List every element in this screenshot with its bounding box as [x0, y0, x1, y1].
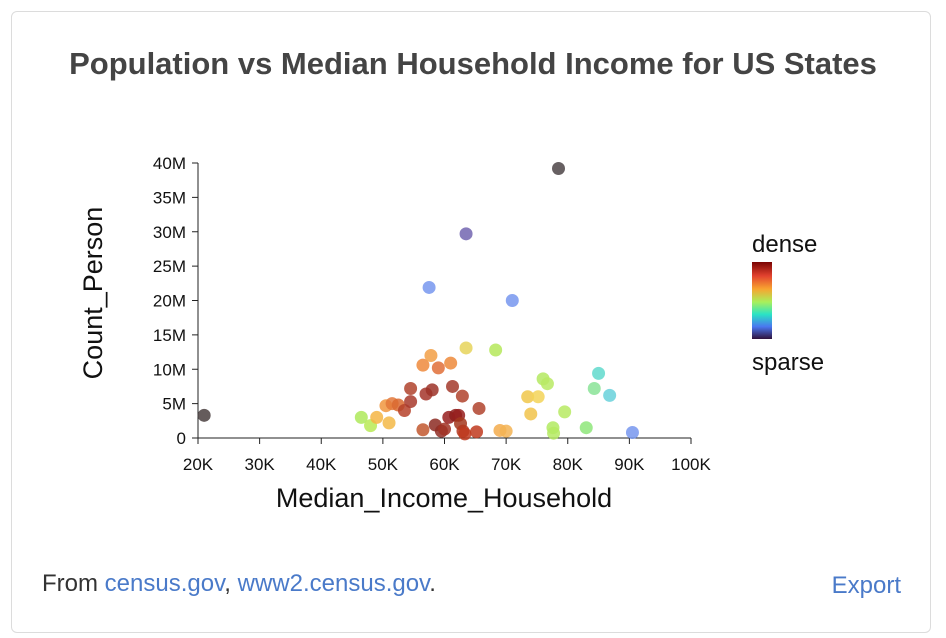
x-tick-label: 90K: [614, 455, 645, 474]
data-point[interactable]: [382, 416, 396, 430]
x-tick-label: 60K: [429, 455, 460, 474]
y-tick-label: 25M: [153, 257, 186, 276]
data-point[interactable]: [431, 361, 445, 375]
y-tick-label: 20M: [153, 292, 186, 311]
data-point[interactable]: [424, 349, 438, 362]
data-point[interactable]: [422, 280, 436, 294]
axes: 20K 30K 40K 50K 60K 70K 80K 90K 100K 0 5M 10M 15M 20M…: [153, 154, 712, 474]
data-point[interactable]: [587, 382, 601, 395]
source-sep: ,: [224, 570, 238, 597]
export-link[interactable]: Export: [831, 572, 901, 599]
y-tick-label: 0: [177, 429, 186, 448]
source-prefix: From: [42, 570, 105, 597]
data-point[interactable]: [404, 382, 418, 395]
data-point[interactable]: [558, 405, 572, 419]
data-point[interactable]: [540, 377, 554, 391]
data-point[interactable]: [197, 408, 211, 422]
legend-dense-label: dense: [752, 231, 817, 258]
y-tick-label: 15M: [153, 326, 186, 345]
data-point[interactable]: [459, 341, 473, 355]
data-point[interactable]: [472, 401, 486, 415]
legend-color-bar: [752, 262, 772, 339]
y-tick-label: 5M: [162, 395, 186, 414]
data-point[interactable]: [521, 390, 535, 404]
y-axis-label: Count_Person: [78, 207, 108, 380]
data-point[interactable]: [531, 390, 545, 404]
data-point[interactable]: [547, 426, 561, 440]
data-point[interactable]: [459, 227, 473, 241]
data-point[interactable]: [404, 395, 418, 409]
data-point[interactable]: [489, 343, 503, 357]
source-suffix: .: [429, 570, 436, 597]
y-tick-label: 10M: [153, 360, 186, 379]
source-link-www2-census[interactable]: www2.census.gov: [237, 570, 430, 597]
data-point[interactable]: [416, 358, 430, 372]
chart-card: [11, 11, 931, 633]
data-point[interactable]: [446, 379, 460, 393]
data-point[interactable]: [444, 356, 458, 370]
data-point[interactable]: [470, 425, 484, 439]
data-point[interactable]: [370, 410, 384, 424]
data-point[interactable]: [592, 366, 606, 380]
source-link-census[interactable]: census.gov: [104, 570, 225, 597]
data-point[interactable]: [455, 389, 469, 403]
x-tick-label: 50K: [368, 455, 399, 474]
data-point[interactable]: [603, 388, 617, 402]
chart-title: Population vs Median Household Income fo…: [69, 46, 877, 81]
x-tick-label: 40K: [306, 455, 337, 474]
data-point[interactable]: [354, 410, 368, 424]
x-tick-label: 30K: [245, 455, 276, 474]
data-point[interactable]: [499, 424, 513, 438]
legend-sparse-label: sparse: [752, 349, 824, 376]
data-points: [197, 162, 639, 441]
x-tick-label: 70K: [491, 455, 522, 474]
source-footer: From census.gov, www2.census.gov.: [42, 570, 436, 598]
data-point[interactable]: [416, 423, 430, 437]
data-point[interactable]: [524, 407, 538, 421]
data-point[interactable]: [458, 427, 472, 441]
x-tick-label: 80K: [553, 455, 584, 474]
x-axis-label: Median_Income_Household: [276, 483, 612, 513]
axis-labels: Median_Income_Household Count_Person: [78, 207, 612, 513]
y-tick-label: 35M: [153, 188, 186, 207]
data-point[interactable]: [505, 294, 519, 307]
data-point[interactable]: [579, 421, 593, 435]
data-point[interactable]: [425, 383, 439, 397]
x-tick-label: 100K: [671, 455, 711, 474]
legend: dense sparse: [752, 231, 824, 376]
data-point[interactable]: [552, 162, 566, 175]
x-tick-label: 20K: [183, 455, 214, 474]
y-tick-label: 30M: [153, 223, 186, 242]
data-point[interactable]: [625, 426, 639, 439]
data-point[interactable]: [438, 422, 451, 436]
y-tick-label: 40M: [153, 154, 186, 173]
